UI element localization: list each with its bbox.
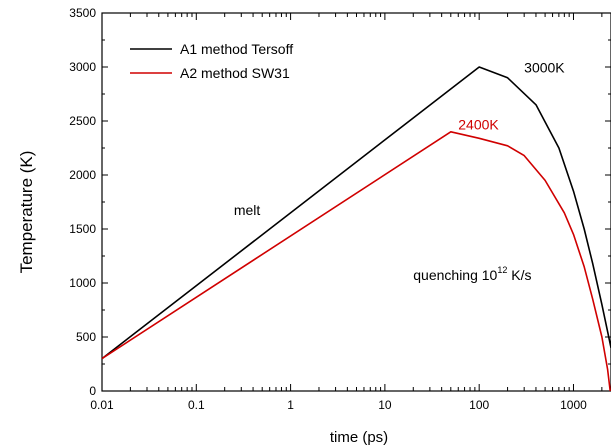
x-tick-label: 1 bbox=[287, 398, 294, 412]
y-tick-label: 3000 bbox=[69, 60, 96, 74]
axes: 0 500 1000 1500 2000 2500 3000 3500 0.01 0.1 1 10 10… bbox=[69, 6, 611, 412]
annotations-layer: 3000K 2400K melt quenching 1012 K/s bbox=[234, 59, 565, 282]
y-tick-label: 1500 bbox=[69, 222, 96, 236]
x-tick-label: 100 bbox=[469, 398, 489, 412]
y-tick-label: 500 bbox=[76, 330, 96, 344]
y-axis-label: Temperature (K) bbox=[17, 151, 36, 274]
x-tick-label: 10 bbox=[378, 398, 392, 412]
x-axis-label: time (ps) bbox=[330, 429, 388, 446]
series-line-1 bbox=[101, 66, 611, 360]
legend-label-a2: A2 method SW31 bbox=[180, 65, 290, 81]
x-tick-label: 1000 bbox=[560, 398, 587, 412]
y-tick-label: 1000 bbox=[69, 276, 96, 290]
legend-label-a1: A1 method Tersoff bbox=[180, 41, 293, 57]
annotation-1: 3000K bbox=[524, 59, 565, 75]
legend: A1 method Tersoff A2 method SW31 bbox=[130, 41, 293, 81]
annotation-4: quenching 1012 K/s bbox=[413, 265, 531, 283]
x-tick-label: 0.1 bbox=[188, 398, 205, 412]
series-line-2 bbox=[101, 131, 611, 392]
y-tick-label: 3500 bbox=[69, 6, 96, 20]
y-tick-label: 0 bbox=[89, 384, 96, 398]
series-layer bbox=[101, 66, 611, 392]
annotation-3: melt bbox=[234, 202, 261, 218]
y-tick-label: 2500 bbox=[69, 114, 96, 128]
annotation-2: 2400K bbox=[458, 117, 499, 133]
x-tick-label: 0.01 bbox=[90, 398, 114, 412]
y-tick-label: 2000 bbox=[69, 168, 96, 182]
